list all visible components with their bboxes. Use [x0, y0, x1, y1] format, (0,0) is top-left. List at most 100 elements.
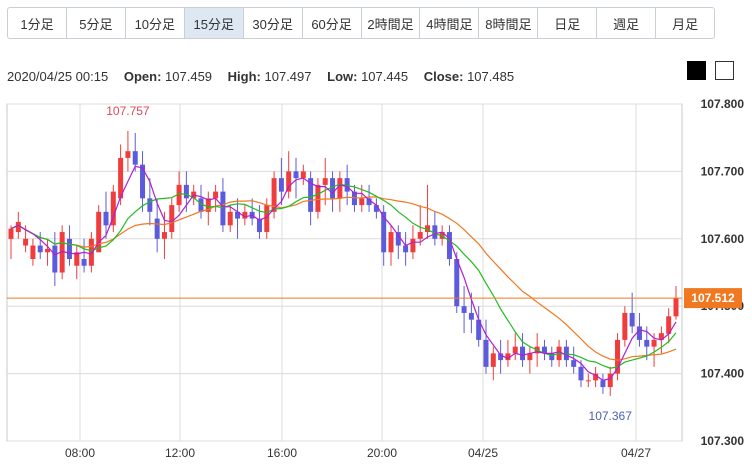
candle-body	[8, 228, 14, 239]
candle-body	[585, 380, 591, 382]
candle-body	[242, 211, 248, 219]
plot-area	[6, 103, 683, 442]
tab-7[interactable]: 4時間足	[420, 8, 480, 38]
candle-body	[468, 312, 474, 320]
tab-4[interactable]: 30分足	[244, 8, 303, 38]
tab-8[interactable]: 8時間足	[479, 8, 539, 38]
candle-body	[227, 211, 233, 226]
current-price-label: 107.512	[691, 291, 735, 305]
high-label: High:	[227, 69, 261, 84]
candle-body	[88, 238, 94, 266]
candle-body	[644, 339, 650, 347]
candle-body	[636, 326, 642, 340]
candle-body	[512, 346, 518, 354]
high-annotation: 107.757	[106, 104, 150, 118]
candle-body	[432, 225, 438, 239]
candle-body	[110, 191, 116, 226]
candle-body	[629, 312, 635, 327]
candle-body	[403, 245, 409, 253]
candle-body	[505, 353, 511, 361]
y-tick-label: 107.600	[701, 232, 745, 246]
candle-body	[615, 339, 621, 374]
x-tick-label: 04/25	[468, 446, 498, 460]
tab-10[interactable]: 週足	[597, 8, 657, 38]
candle-body	[15, 221, 21, 233]
candle-body	[220, 191, 226, 226]
candle-body	[666, 316, 672, 334]
candle-body	[381, 211, 387, 253]
candle-body	[308, 178, 314, 212]
candle-body	[66, 238, 72, 260]
candle-body	[264, 205, 270, 233]
close-label: Close:	[423, 69, 464, 84]
high-value: 107.497	[264, 69, 312, 84]
candle-body	[330, 178, 336, 199]
candle-body	[322, 178, 328, 185]
candle-body	[52, 245, 58, 273]
candle-body	[271, 178, 277, 212]
timeframe-tabs: 1分足 5分足 10分足 15分足 30分足 60分足 2時間足 4時間足 8時間足 日足 週足 月足	[7, 7, 715, 39]
tab-0[interactable]: 1分足	[8, 8, 67, 38]
x-tick-label: 08:00	[65, 446, 95, 460]
tab-9[interactable]: 日足	[538, 8, 598, 38]
candle-body	[169, 205, 175, 233]
candle-body	[600, 380, 606, 388]
x-tick-label: 12:00	[165, 446, 195, 460]
candle-body	[366, 198, 372, 206]
tab-11[interactable]: 月足	[672, 16, 699, 32]
tab-2[interactable]: 10分足	[126, 8, 185, 38]
candle-body	[293, 171, 299, 179]
candle-body	[176, 184, 182, 206]
candle-body	[30, 245, 36, 260]
candle-body	[651, 339, 657, 347]
x-tick-label: 20:00	[367, 446, 397, 460]
light-theme-toggle[interactable]	[715, 61, 734, 80]
candle-body	[161, 232, 167, 239]
candle-body	[446, 232, 452, 260]
candle-body	[483, 339, 489, 367]
open-value: 107.459	[165, 69, 213, 84]
candle-body	[344, 178, 350, 192]
y-tick-label: 107.300	[701, 434, 745, 448]
candle-body	[45, 248, 51, 253]
candle-body	[359, 198, 365, 206]
candle-body	[256, 218, 262, 233]
dark-theme-toggle[interactable]	[687, 61, 706, 80]
candle-body	[140, 164, 146, 199]
low-value: 107.445	[361, 69, 409, 84]
candle-body	[549, 353, 555, 361]
current-price-box	[684, 288, 742, 309]
tab-1[interactable]: 5分足	[67, 8, 126, 38]
candle-body	[23, 238, 29, 246]
candle-body	[59, 232, 65, 273]
tab-5[interactable]: 60分足	[303, 8, 362, 38]
candle-body	[439, 232, 445, 239]
candle-body	[235, 211, 241, 219]
close-value: 107.485	[467, 69, 515, 84]
ma-long-line	[10, 196, 677, 361]
candle-body	[147, 198, 153, 212]
candle-body	[125, 151, 131, 158]
candle-body	[395, 232, 401, 246]
candle-body	[315, 184, 321, 212]
y-tick-label: 107.400	[701, 367, 745, 381]
open-label: Open:	[123, 69, 162, 84]
candle-body	[103, 211, 109, 226]
candle-body	[425, 225, 431, 233]
candle-body	[622, 312, 628, 340]
candle-body	[198, 198, 204, 212]
candle-body	[213, 191, 219, 199]
candle-body	[373, 205, 379, 212]
candle-body	[286, 171, 292, 192]
candle-body	[154, 218, 160, 239]
y-tick-label: 107.800	[701, 97, 745, 111]
candle-body	[520, 346, 526, 361]
candle-body	[571, 360, 577, 367]
candle-body	[476, 319, 482, 340]
candle-body	[541, 346, 547, 354]
tab-3[interactable]: 15分足	[184, 8, 244, 38]
tab-6[interactable]: 2時間足	[362, 8, 421, 38]
candle-body	[673, 298, 679, 317]
candle-body	[183, 184, 189, 199]
